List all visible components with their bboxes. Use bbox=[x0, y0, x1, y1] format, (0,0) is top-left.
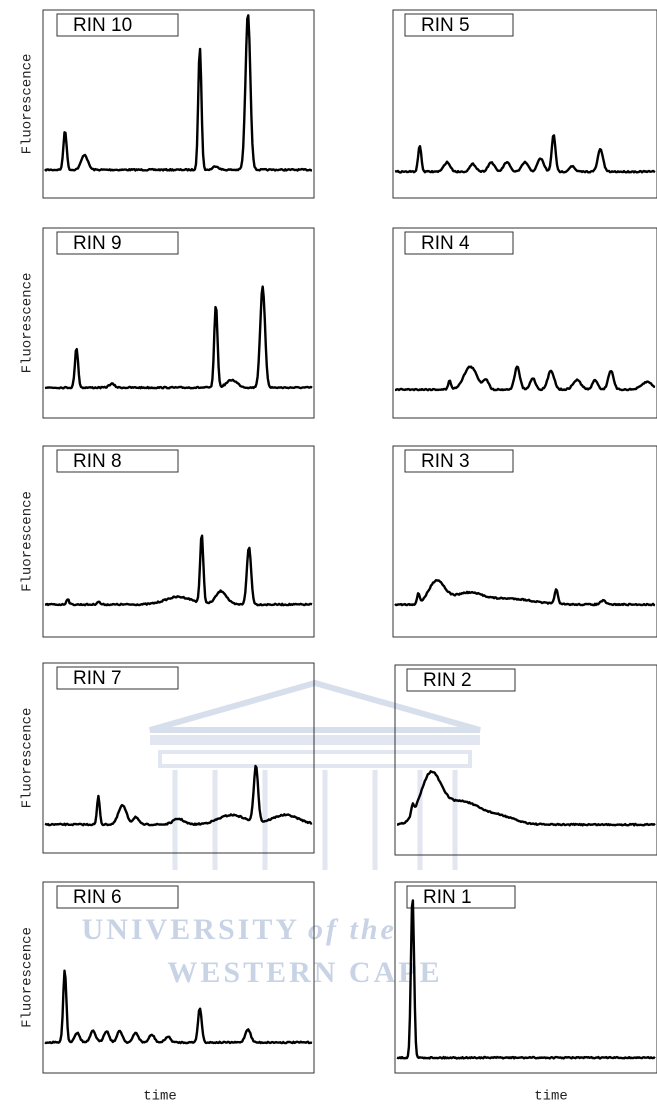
trace bbox=[394, 134, 656, 174]
panel: RIN 1 bbox=[394, 881, 657, 1074]
panel-label: RIN 7 bbox=[73, 668, 122, 689]
panel-frame bbox=[394, 664, 657, 856]
x-axis-label: time bbox=[143, 1089, 177, 1105]
panel-label-box bbox=[56, 666, 179, 690]
panel-label: RIN 10 bbox=[73, 15, 132, 36]
trace bbox=[44, 969, 313, 1045]
panel-label-box bbox=[56, 885, 179, 909]
panel-label-box bbox=[406, 885, 516, 909]
trace bbox=[394, 579, 656, 607]
trace bbox=[396, 899, 656, 1060]
trace bbox=[44, 764, 313, 827]
y-axis-label: Fluorescence bbox=[20, 491, 36, 592]
x-axis-label: time bbox=[534, 1089, 568, 1105]
trace bbox=[394, 365, 656, 392]
y-axis-label: Fluorescence bbox=[20, 273, 36, 374]
panel: RIN 6 Fluorescence bbox=[20, 881, 315, 1074]
panel-label: RIN 3 bbox=[421, 451, 470, 472]
panel: RIN 4 bbox=[392, 227, 657, 419]
panel-label-box bbox=[56, 449, 179, 473]
watermark-line1: UNIVERSITY bbox=[82, 913, 300, 946]
panel-label: RIN 4 bbox=[421, 233, 470, 254]
panel-frame bbox=[394, 881, 657, 1074]
panel: RIN 9 Fluorescence bbox=[20, 227, 315, 419]
watermark-of-the: of the bbox=[308, 913, 397, 946]
panel-frame bbox=[42, 445, 315, 638]
trace bbox=[396, 770, 656, 827]
panel-frame bbox=[392, 227, 657, 419]
watermark-line2: WESTERN CAPE bbox=[167, 956, 442, 989]
panel: RIN 10 Fluorescence bbox=[20, 9, 315, 199]
panel-label-box bbox=[56, 231, 179, 255]
panel-label: RIN 8 bbox=[73, 451, 122, 472]
panel-label-box bbox=[404, 449, 514, 473]
panel-label: RIN 2 bbox=[423, 670, 472, 691]
watermark-roof bbox=[149, 679, 481, 733]
y-axis-label: Fluorescence bbox=[20, 927, 36, 1028]
panel-frame bbox=[392, 9, 657, 199]
panel: RIN 7 Fluorescence bbox=[20, 662, 315, 854]
panel-label-box bbox=[56, 13, 179, 37]
panel-frame bbox=[42, 881, 315, 1074]
panel-label: RIN 6 bbox=[73, 887, 122, 908]
panel-frame bbox=[42, 662, 315, 854]
panel-label-box bbox=[406, 668, 516, 692]
panel-frame bbox=[392, 445, 657, 638]
panel-label-box bbox=[404, 13, 514, 37]
trace bbox=[44, 14, 313, 172]
y-axis-label: Fluorescence bbox=[20, 54, 36, 155]
trace bbox=[44, 285, 313, 390]
panel-label: RIN 1 bbox=[423, 887, 472, 908]
panel-frame bbox=[42, 9, 315, 199]
watermark-frieze bbox=[150, 735, 480, 745]
panel: RIN 2 bbox=[394, 664, 657, 856]
panel: RIN 8 Fluorescence bbox=[20, 445, 315, 638]
panel-label: RIN 9 bbox=[73, 233, 122, 254]
panel: RIN 5 bbox=[392, 9, 657, 199]
panel: RIN 3 bbox=[392, 445, 657, 638]
panel-label-box bbox=[404, 231, 514, 255]
watermark-band bbox=[158, 750, 472, 768]
panel-label: RIN 5 bbox=[421, 15, 470, 36]
panel-frame bbox=[42, 227, 315, 419]
trace bbox=[44, 534, 313, 607]
watermark bbox=[149, 679, 481, 870]
y-axis-label: Fluorescence bbox=[20, 708, 36, 809]
